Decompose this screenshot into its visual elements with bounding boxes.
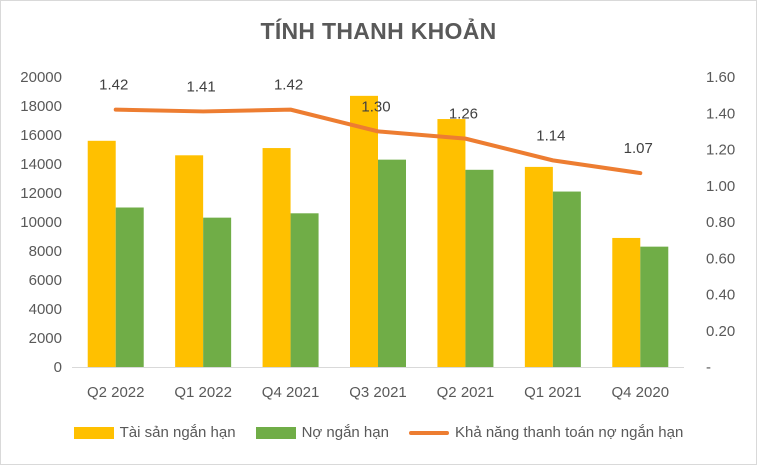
y-left-tick-label: 20000 bbox=[20, 69, 62, 86]
bar-no-ngan-han bbox=[290, 213, 319, 367]
data-label: 1.30 bbox=[361, 98, 390, 115]
data-label: 1.41 bbox=[187, 78, 216, 95]
bar-tai-san-ngan-han bbox=[350, 95, 378, 367]
bar-no-ngan-han bbox=[552, 191, 581, 367]
legend-swatch-liabilities bbox=[255, 426, 296, 439]
y-left-tick-label: 18000 bbox=[20, 98, 62, 115]
bar-tai-san-ngan-han bbox=[437, 119, 466, 367]
legend-swatch-assets bbox=[73, 426, 114, 439]
y-right-tick-label: 0.80 bbox=[706, 214, 735, 231]
legend-swatch-ratio bbox=[408, 430, 449, 435]
legend-label-liabilities: Nợ ngắn hạn bbox=[301, 424, 389, 441]
bar-no-ngan-han bbox=[465, 169, 494, 367]
y-left-tick-label: 0 bbox=[54, 359, 62, 376]
data-label: 1.42 bbox=[99, 77, 128, 94]
data-label: 1.07 bbox=[624, 140, 653, 157]
legend-label-assets: Tài sản ngắn hạn bbox=[119, 424, 236, 441]
x-tick-label: Q2 2021 bbox=[437, 384, 495, 401]
legend-item-assets: Tài sản ngắn hạn bbox=[73, 424, 236, 441]
y-right-tick-label: 0.60 bbox=[706, 250, 735, 267]
y-right-tick-label: 1.40 bbox=[706, 105, 735, 122]
y-right-tick-label: 0.40 bbox=[706, 287, 735, 304]
y-right-tick-label: 1.60 bbox=[706, 69, 735, 86]
data-label: 1.14 bbox=[536, 127, 565, 144]
chart-title: TÍNH THANH KHOẢN bbox=[260, 18, 497, 44]
y-left-tick-label: 10000 bbox=[20, 214, 62, 231]
y-left-tick-label: 8000 bbox=[29, 243, 62, 260]
y-right-tick-label: 1.00 bbox=[706, 178, 735, 195]
x-tick-label: Q4 2020 bbox=[612, 384, 670, 401]
bar-tai-san-ngan-han bbox=[262, 148, 291, 367]
bar-no-ngan-han bbox=[640, 246, 669, 367]
y-left-tick-label: 4000 bbox=[29, 301, 62, 318]
y-left-tick-label: 14000 bbox=[20, 156, 62, 173]
legend-label-ratio: Khả năng thanh toán nợ ngắn hạn bbox=[454, 424, 684, 441]
bar-no-ngan-han bbox=[115, 207, 144, 367]
bar-tai-san-ngan-han bbox=[175, 155, 204, 367]
chart-legend: Tài sản ngắn hạn Nợ ngắn hạn Khả năng th… bbox=[0, 424, 757, 441]
chart-plot: 0 2000 4000 6000 8000 10000 12000 14000 16000 180… bbox=[20, 69, 735, 401]
y-left-tick-label: 2000 bbox=[29, 330, 62, 347]
bar-no-ngan-han bbox=[378, 159, 406, 367]
y-left-tick-label: 6000 bbox=[29, 272, 62, 289]
legend-item-liabilities: Nợ ngắn hạn bbox=[255, 424, 389, 441]
y-right-tick-label: 1.20 bbox=[706, 142, 735, 159]
x-tick-label: Q1 2021 bbox=[524, 384, 582, 401]
x-tick-label: Q4 2021 bbox=[262, 384, 320, 401]
data-label: 1.42 bbox=[274, 77, 303, 94]
data-label: 1.26 bbox=[449, 106, 478, 123]
x-tick-label: Q1 2022 bbox=[174, 384, 232, 401]
y-right-tick-label: 0.20 bbox=[706, 323, 735, 340]
x-tick-label: Q3 2021 bbox=[349, 384, 407, 401]
bar-tai-san-ngan-han bbox=[524, 166, 553, 367]
bar-tai-san-ngan-han bbox=[87, 140, 116, 367]
y-left-tick-label: 12000 bbox=[20, 185, 62, 202]
x-tick-label: Q2 2022 bbox=[87, 384, 145, 401]
y-right-tick-label: - bbox=[706, 359, 711, 376]
bar-tai-san-ngan-han bbox=[612, 237, 641, 367]
bar-no-ngan-han bbox=[203, 217, 232, 367]
y-left-tick-label: 16000 bbox=[20, 127, 62, 144]
legend-item-ratio: Khả năng thanh toán nợ ngắn hạn bbox=[408, 424, 684, 441]
